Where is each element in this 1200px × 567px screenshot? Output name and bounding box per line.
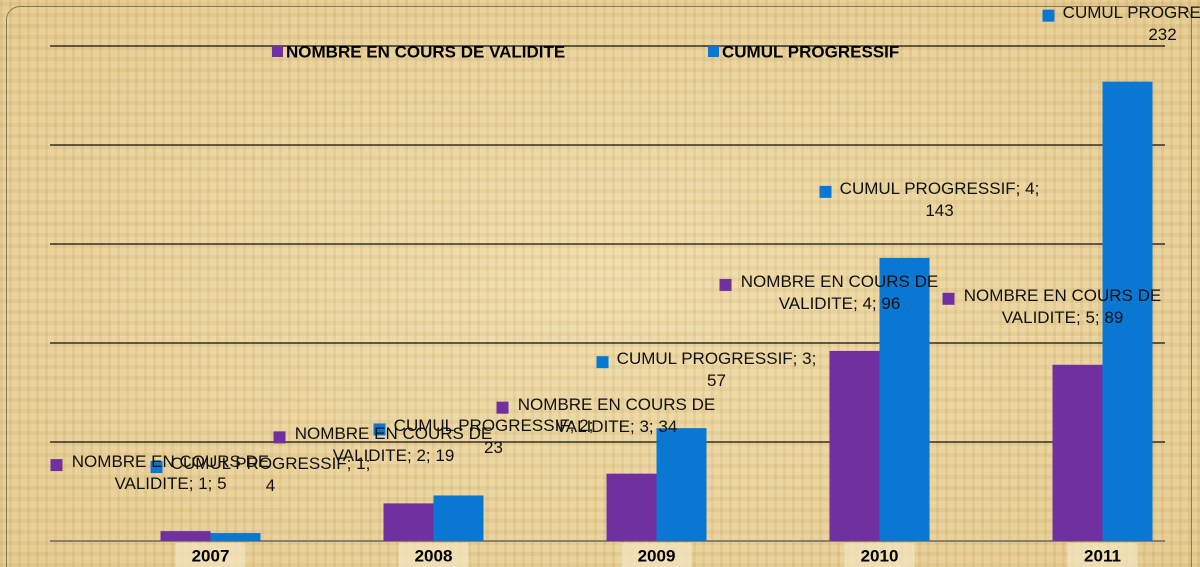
category-label-bg	[398, 543, 469, 567]
category-label-bg	[1067, 543, 1138, 567]
data-label: CUMUL PROGRESSIF; 5; 232	[1062, 2, 1200, 44]
data-label-marker	[942, 292, 955, 305]
bar	[160, 531, 211, 541]
bar	[1052, 364, 1103, 541]
data-label: NOMBRE EN COURS DE VALIDITE; 3; 34	[517, 394, 716, 436]
legend-swatch	[708, 46, 719, 57]
data-label: CUMUL PROGRESSIF; 2; 23	[393, 416, 594, 458]
data-label-marker	[719, 278, 732, 291]
data-label: CUMUL PROGRESSIF; 3; 57	[616, 349, 817, 391]
legend-label: NOMBRE EN COURS DE VALIDITE	[286, 42, 565, 61]
data-label-marker	[50, 459, 63, 472]
bar	[879, 257, 930, 541]
data-label-marker	[150, 461, 163, 474]
data-label: CUMUL PROGRESSIF; 4; 143	[839, 178, 1040, 220]
bar	[1102, 81, 1153, 541]
bar	[383, 503, 434, 541]
bar	[210, 533, 261, 541]
bar	[433, 495, 484, 541]
chart-frame	[6, 6, 1192, 567]
data-label: CUMUL PROGRESSIF; 1; 4	[170, 454, 371, 496]
x-tick-label: 2008	[415, 546, 453, 565]
data-label: NOMBRE EN COURS DE VALIDITE; 2; 19	[294, 424, 493, 466]
data-label-marker	[373, 423, 386, 436]
data-label-marker	[496, 401, 509, 414]
bar	[606, 473, 657, 541]
x-tick-label: 2010	[861, 546, 899, 565]
bar	[829, 350, 880, 541]
category-label-bg	[175, 543, 246, 567]
data-label: NOMBRE EN COURS DE VALIDITE; 4; 96	[740, 271, 939, 313]
legend-swatch	[272, 46, 283, 57]
bar	[656, 428, 707, 541]
data-label-marker	[1042, 9, 1055, 22]
data-label-marker	[819, 185, 832, 198]
category-label-bg	[621, 543, 692, 567]
category-label-bg	[844, 543, 915, 567]
x-tick-label: 2009	[638, 546, 676, 565]
x-tick-label: 2007	[192, 546, 230, 565]
legend-label: CUMUL PROGRESSIF	[722, 42, 899, 61]
x-tick-label: 2011	[1084, 546, 1121, 565]
data-label-marker	[273, 431, 286, 444]
data-label-marker	[596, 356, 609, 369]
data-label: NOMBRE EN COURS DE VALIDITE; 1; 5	[71, 452, 270, 494]
data-label: NOMBRE EN COURS DE VALIDITE; 5; 89	[963, 285, 1162, 327]
